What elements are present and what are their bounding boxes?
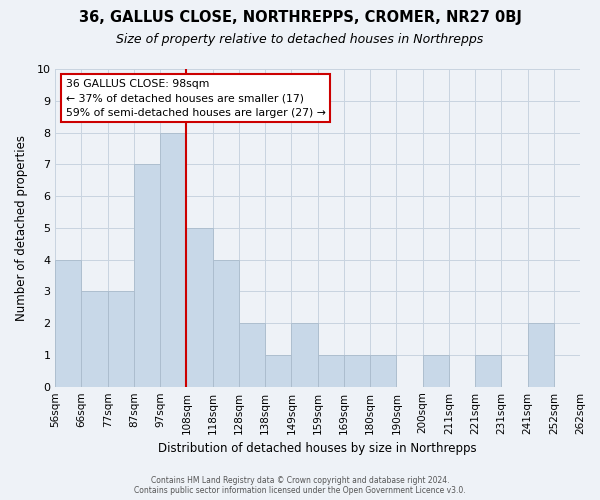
Bar — [317, 355, 344, 386]
Text: Contains HM Land Registry data © Crown copyright and database right 2024.
Contai: Contains HM Land Registry data © Crown c… — [134, 476, 466, 495]
Bar — [187, 228, 212, 386]
Bar — [107, 292, 134, 386]
Bar — [344, 355, 370, 386]
X-axis label: Distribution of detached houses by size in Northrepps: Distribution of detached houses by size … — [158, 442, 477, 455]
Bar — [134, 164, 160, 386]
Bar — [239, 323, 265, 386]
Bar — [292, 323, 317, 386]
Bar — [212, 260, 239, 386]
Y-axis label: Number of detached properties: Number of detached properties — [15, 135, 28, 321]
Bar — [422, 355, 449, 386]
Bar — [160, 132, 187, 386]
Text: Size of property relative to detached houses in Northrepps: Size of property relative to detached ho… — [116, 32, 484, 46]
Text: 36 GALLUS CLOSE: 98sqm
← 37% of detached houses are smaller (17)
59% of semi-det: 36 GALLUS CLOSE: 98sqm ← 37% of detached… — [65, 78, 326, 118]
Bar — [527, 323, 554, 386]
Text: 36, GALLUS CLOSE, NORTHREPPS, CROMER, NR27 0BJ: 36, GALLUS CLOSE, NORTHREPPS, CROMER, NR… — [79, 10, 521, 25]
Bar — [82, 292, 107, 386]
Bar — [55, 260, 82, 386]
Bar — [265, 355, 292, 386]
Bar — [475, 355, 501, 386]
Bar — [370, 355, 397, 386]
